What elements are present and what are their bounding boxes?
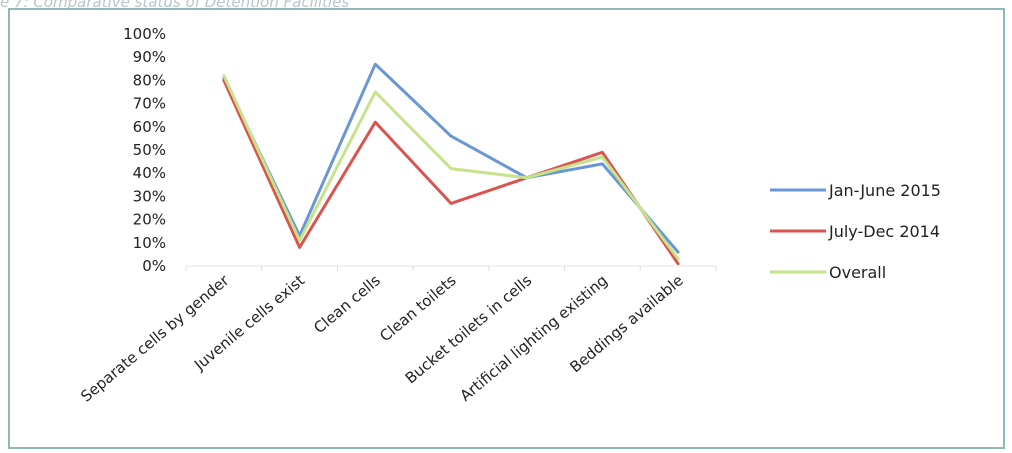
chart-frame xyxy=(8,8,1005,449)
y-tick-label: 60% xyxy=(133,118,166,136)
y-tick-label: 20% xyxy=(133,211,166,229)
y-tick-label: 40% xyxy=(133,164,166,182)
series-line-0 xyxy=(222,62,680,254)
y-tick-label: 50% xyxy=(133,141,166,159)
category-label: Artificial lighting existing xyxy=(457,271,611,405)
y-tick-label: 80% xyxy=(133,71,166,89)
y-tick-label: 10% xyxy=(133,234,166,252)
y-tick-label: 30% xyxy=(133,187,166,205)
category-label: Bucket toilets in cells xyxy=(402,271,536,387)
y-tick-label: 90% xyxy=(133,48,166,66)
y-tick-label: 0% xyxy=(142,257,166,275)
legend: Jan-June 2015 July-Dec 2014 Overall xyxy=(770,181,941,282)
figure-caption: e 7: Comparative status of Detention Fac… xyxy=(0,0,350,11)
series-line-2 xyxy=(222,74,680,261)
y-axis: 0% 10% 20% 30% 40% 50% 60% 70% 80% 90% 100% xyxy=(123,25,717,275)
series-line-1 xyxy=(222,78,680,266)
category-label: Separate cells by gender xyxy=(77,271,233,406)
series-lines xyxy=(222,62,680,266)
y-tick-label: 100% xyxy=(123,25,166,43)
y-tick-label: 70% xyxy=(133,95,166,113)
category-label: Clean toilets xyxy=(376,271,459,345)
legend-label: Jan-June 2015 xyxy=(828,181,941,200)
category-label: Clean cells xyxy=(310,271,384,337)
legend-label: July-Dec 2014 xyxy=(828,222,940,241)
legend-label: Overall xyxy=(829,263,886,282)
